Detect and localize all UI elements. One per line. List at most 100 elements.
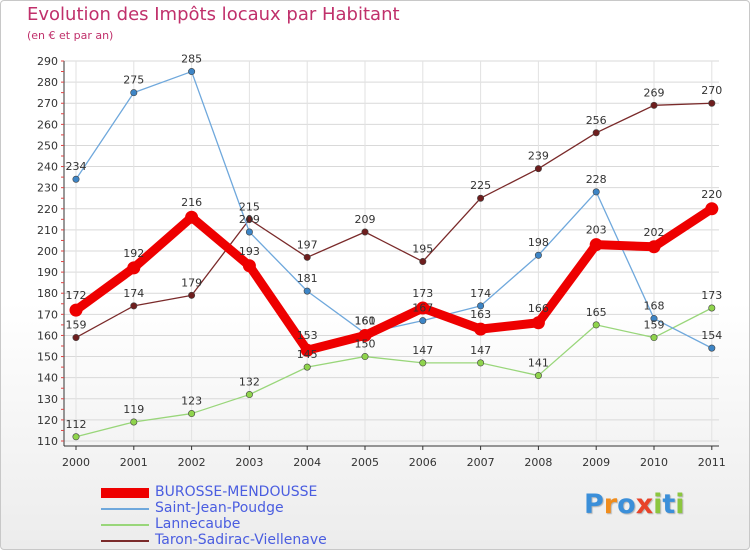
data-point: [69, 303, 83, 317]
data-point: [130, 302, 138, 310]
y-tick-label: 240: [37, 161, 58, 174]
series-lines: [69, 68, 719, 441]
data-label: 216: [181, 196, 202, 209]
data-label: 154: [701, 329, 722, 342]
data-label: 256: [586, 114, 607, 127]
data-label: 150: [355, 338, 376, 351]
data-point: [188, 410, 196, 418]
data-point: [245, 215, 253, 223]
logo-letter: i: [653, 489, 663, 520]
data-label: 168: [644, 300, 665, 313]
x-tick-label: 2008: [524, 456, 552, 469]
data-label: 123: [181, 395, 202, 408]
data-point: [419, 317, 427, 325]
data-point: [188, 291, 196, 299]
data-point: [534, 165, 542, 173]
data-point: [419, 258, 427, 266]
data-labels: 112 119 123 132 145 150 147 147 141 165 159 173 159 1…: [66, 53, 723, 431]
data-label: 209: [355, 213, 376, 226]
x-tick-label: 2009: [582, 456, 610, 469]
data-label: 173: [412, 287, 433, 300]
x-tick-label: 2003: [235, 456, 263, 469]
data-point: [416, 301, 430, 315]
data-label: 179: [181, 276, 202, 289]
series-line: [75, 307, 713, 438]
x-tick-label: 2011: [698, 456, 726, 469]
data-point: [72, 175, 80, 183]
data-point: [242, 259, 256, 273]
y-tick-label: 270: [37, 97, 58, 110]
data-point: [419, 359, 427, 367]
data-label: 159: [66, 319, 87, 332]
data-point: [534, 251, 542, 259]
legend-label: BUROSSE-MENDOUSSE: [155, 484, 318, 500]
data-label: 160: [355, 314, 376, 327]
data-point: [708, 304, 716, 312]
data-label: 165: [586, 306, 607, 319]
data-point: [72, 433, 80, 441]
data-point: [474, 322, 488, 336]
logo-letter: r: [603, 489, 618, 520]
data-label: 166: [528, 302, 549, 315]
data-point: [358, 328, 372, 342]
y-tick-label: 250: [37, 139, 58, 152]
data-point: [647, 240, 661, 254]
data-label: 159: [644, 319, 665, 332]
legend-item: Saint-Jean-Poudge: [101, 500, 361, 516]
legend-item: Taron-Sadirac-Viellenave: [101, 532, 361, 548]
data-point: [705, 202, 719, 216]
legend-swatch: [101, 508, 149, 510]
legend-item: Lannecaube: [101, 516, 361, 532]
data-label: 145: [297, 348, 318, 361]
y-tick-label: 150: [37, 351, 58, 364]
data-label: 202: [644, 226, 665, 239]
data-label: 147: [470, 344, 491, 357]
data-label: 197: [297, 238, 318, 251]
data-point: [531, 316, 545, 330]
y-tick-label: 280: [37, 76, 58, 89]
data-label: 234: [66, 160, 87, 173]
y-tick-label: 120: [37, 414, 58, 427]
y-tick-label: 140: [37, 372, 58, 385]
data-label: 174: [470, 287, 491, 300]
data-label: 173: [701, 289, 722, 302]
data-label: 269: [644, 86, 665, 99]
data-label: 163: [470, 308, 491, 321]
legend-swatch: [101, 488, 149, 498]
data-label: 239: [528, 150, 549, 163]
data-point: [650, 334, 658, 342]
data-point: [589, 238, 603, 252]
data-point: [245, 228, 253, 236]
legend-item: BUROSSE-MENDOUSSE: [101, 484, 361, 500]
series-line: [71, 204, 717, 355]
x-tick-label: 2004: [293, 456, 321, 469]
data-point: [592, 321, 600, 329]
x-tick-label: 2006: [409, 456, 437, 469]
y-tick-label: 170: [37, 308, 58, 321]
data-point: [303, 287, 311, 295]
legend-label: Lannecaube: [155, 516, 241, 532]
y-tick-label: 200: [37, 245, 58, 258]
data-label: 161: [355, 314, 376, 327]
legend-swatch: [101, 524, 149, 526]
data-label: 220: [701, 188, 722, 201]
data-point: [650, 315, 658, 323]
data-label: 132: [239, 376, 260, 389]
data-label: 112: [66, 418, 87, 431]
x-tick-label: 2002: [178, 456, 206, 469]
y-tick-label: 110: [37, 435, 58, 448]
data-label: 192: [123, 247, 144, 260]
data-point: [534, 372, 542, 380]
proxiti-logo: Proxiti: [584, 489, 685, 520]
data-label: 181: [297, 272, 318, 285]
y-tick-label: 180: [37, 287, 58, 300]
y-tick-label: 260: [37, 118, 58, 131]
data-label: 153: [297, 329, 318, 342]
data-point: [188, 68, 196, 76]
data-point: [245, 391, 253, 399]
data-point: [361, 353, 369, 361]
data-point: [185, 210, 199, 224]
x-tick-label: 2005: [351, 456, 379, 469]
data-label: 285: [181, 53, 202, 66]
y-tick-label: 220: [37, 203, 58, 216]
